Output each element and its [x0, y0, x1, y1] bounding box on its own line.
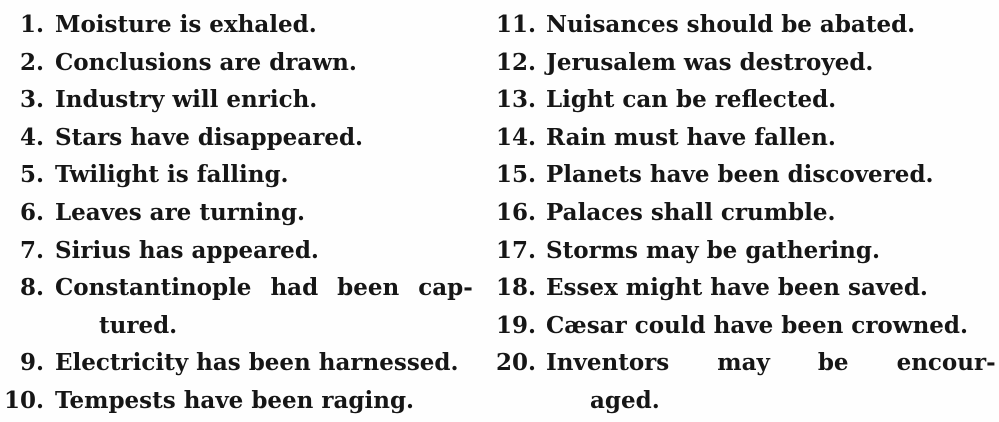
list-item: 7. Sirius has appeared.	[0, 232, 488, 270]
item-text: Planets have been discovered.	[546, 161, 934, 189]
item-text-continuation: tured.	[99, 311, 178, 339]
list-item: 4. Stars have disappeared.	[0, 119, 488, 157]
list-item: 12. Jerusalem was destroyed.	[488, 44, 999, 82]
item-number: 6.	[19, 198, 44, 226]
list-item: 16. Palaces shall crumble.	[488, 194, 999, 232]
item-text: Nuisances should be abated.	[546, 11, 916, 38]
list-item: 9. Electricity has been harnessed.	[0, 344, 488, 382]
item-text: Storms may be gathering.	[546, 236, 880, 264]
list-item: 6. Leaves are turning.	[0, 194, 488, 232]
item-number: 2.	[19, 48, 44, 76]
list-item: 10. Tempests have been raging.	[0, 382, 488, 420]
item-text: Stars have disappeared.	[55, 123, 364, 151]
item-number: 16.	[495, 198, 536, 226]
list-item: 19. Cæsar could have been crowned.	[488, 307, 999, 345]
list-item: 18. Essex might have been saved.	[488, 269, 999, 307]
item-number: 1.	[19, 11, 44, 38]
item-text: Twilight is falling.	[55, 161, 289, 189]
item-number: 5.	[19, 161, 44, 189]
list-column-right: 11. Nuisances should be abated. 12. Jeru…	[488, 6, 999, 422]
item-number: 15.	[495, 161, 536, 189]
item-number: 8.	[19, 274, 44, 302]
list-item: 2. Conclusions are drawn.	[0, 44, 488, 82]
item-text: Industry will enrich.	[55, 86, 318, 114]
item-number: 7.	[19, 236, 44, 264]
item-number: 20.	[495, 349, 536, 377]
item-number: 10.	[3, 386, 44, 414]
item-number: 9.	[19, 349, 44, 377]
item-number: 19.	[495, 311, 536, 339]
item-number: 11.	[495, 11, 536, 38]
item-text: Palaces shall crumble.	[546, 198, 836, 226]
item-text: Light can be reflected.	[546, 86, 837, 114]
item-text: Cæsar could have been crowned.	[546, 311, 969, 339]
list-item: 1. Moisture is exhaled.	[0, 6, 488, 44]
list-item: 3. Industry will enrich.	[0, 81, 488, 119]
list-item: 20. Inventors may be encour- aged.	[488, 344, 999, 419]
item-text: Tempests have been raging.	[55, 386, 415, 414]
item-number: 17.	[495, 236, 536, 264]
item-text: Leaves are turning.	[55, 198, 306, 226]
item-number: 13.	[495, 86, 536, 114]
list-item: 13. Light can be reflected.	[488, 81, 999, 119]
item-number: 12.	[495, 48, 536, 76]
list-item: 15. Planets have been discovered.	[488, 156, 999, 194]
item-text: Essex might have been saved.	[546, 274, 928, 302]
item-text: Constantinople had been cap- tured.	[55, 269, 488, 344]
item-number: 4.	[19, 123, 44, 151]
list-item: 11. Nuisances should be abated.	[488, 6, 999, 44]
item-text: Electricity has been harnessed.	[55, 349, 459, 377]
list-item: 5. Twilight is falling.	[0, 156, 488, 194]
item-text: Inventors may be encour- aged.	[546, 344, 999, 419]
item-text: Jerusalem was destroyed.	[546, 48, 874, 76]
item-number: 3.	[19, 86, 44, 114]
item-text-continuation: aged.	[590, 386, 660, 414]
list-column-left: 1. Moisture is exhaled. 2. Conclusions a…	[0, 6, 488, 422]
item-text-line1: Constantinople had been cap-	[55, 274, 473, 302]
item-text: Rain must have fallen.	[546, 123, 836, 151]
item-text: Conclusions are drawn.	[55, 48, 357, 76]
item-number: 14.	[495, 123, 536, 151]
item-number: 18.	[495, 274, 536, 302]
item-text: Sirius has appeared.	[55, 236, 319, 264]
list-item: 8. Constantinople had been cap- tured.	[0, 269, 488, 344]
item-text-line1: Inventors may be encour-	[546, 349, 996, 377]
list-item: 17. Storms may be gathering.	[488, 232, 999, 270]
list-item: 14. Rain must have fallen.	[488, 119, 999, 157]
item-text: Moisture is exhaled.	[55, 11, 317, 38]
